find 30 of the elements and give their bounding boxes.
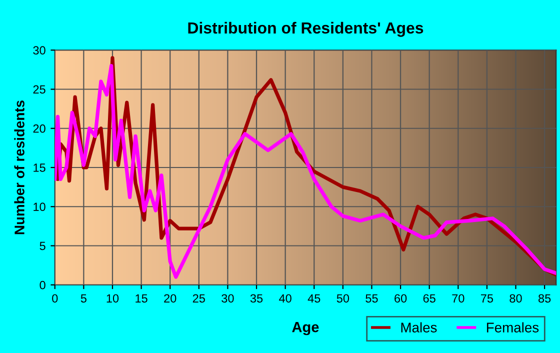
- x-tick-label: 0: [52, 294, 58, 303]
- x-tick-label: 65: [423, 294, 436, 303]
- x-tick-label: 75: [480, 294, 494, 303]
- y-tick-label: 30: [33, 46, 46, 55]
- x-tick-label: 5: [80, 294, 86, 303]
- x-tick-label: 80: [510, 294, 522, 303]
- x-tick-label: 10: [106, 294, 119, 303]
- y-tick-label: 10: [34, 202, 46, 212]
- x-tick-label: 40: [279, 294, 292, 303]
- y-tick-label: 15: [34, 164, 46, 172]
- x-tick-label: 45: [308, 294, 320, 303]
- x-tick-label: 25: [192, 294, 205, 303]
- y-axis-title: Number of residents: [14, 100, 24, 234]
- x-tick-label: 20: [164, 294, 176, 303]
- x-tick-label: 85: [538, 294, 551, 303]
- x-tick-label: 35: [250, 294, 263, 303]
- y-tick-label: 0: [40, 280, 46, 290]
- x-axis-title: Age: [292, 322, 319, 336]
- legend-label: Females: [486, 322, 539, 332]
- x-tick-label: 60: [394, 294, 407, 303]
- legend-label: Males: [401, 322, 437, 332]
- y-tick-label: 5: [40, 242, 46, 250]
- x-tick-label: 15: [136, 294, 148, 303]
- x-tick-label: 55: [366, 294, 378, 303]
- chart-title: Distribution of Residents' Ages: [188, 22, 424, 37]
- x-tick-label: 30: [222, 294, 234, 303]
- x-tick-label: 50: [336, 294, 350, 303]
- y-tick-label: 20: [33, 124, 46, 133]
- y-tick-label: 25: [33, 85, 46, 94]
- x-tick-label: 70: [452, 294, 464, 303]
